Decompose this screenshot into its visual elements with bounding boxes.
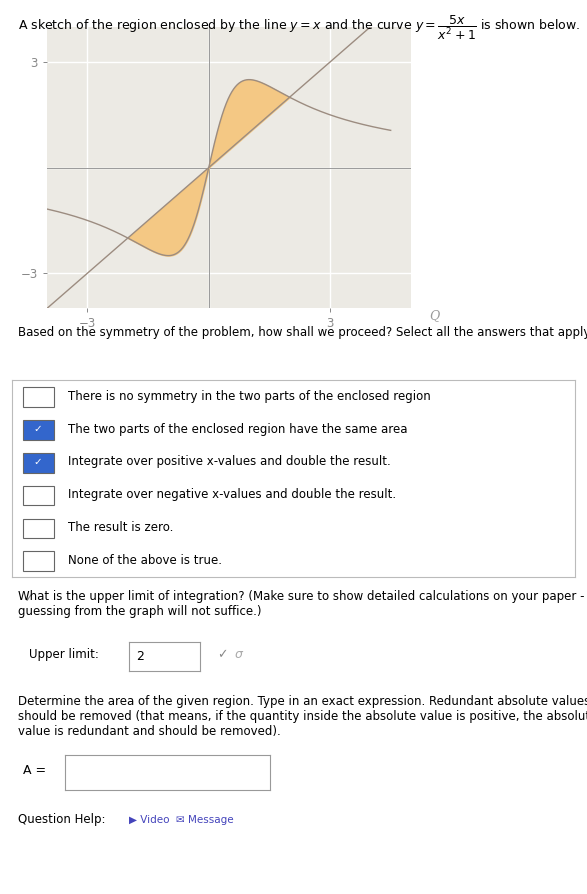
Text: ▶ Video  ✉ Message: ▶ Video ✉ Message <box>129 814 234 825</box>
Text: What is the upper limit of integration? (Make sure to show detailed calculations: What is the upper limit of integration? … <box>18 590 587 618</box>
FancyBboxPatch shape <box>23 387 54 407</box>
Text: Integrate over positive x-values and double the result.: Integrate over positive x-values and dou… <box>68 455 391 468</box>
FancyBboxPatch shape <box>23 485 54 505</box>
Text: ✓: ✓ <box>34 457 43 467</box>
Text: A sketch of the region enclosed by the line $y = x$ and the curve $y = \dfrac{5x: A sketch of the region enclosed by the l… <box>18 13 580 41</box>
Text: The result is zero.: The result is zero. <box>68 521 174 534</box>
Text: None of the above is true.: None of the above is true. <box>68 553 222 567</box>
Text: σ: σ <box>235 648 242 661</box>
FancyBboxPatch shape <box>23 519 54 538</box>
FancyBboxPatch shape <box>23 453 54 473</box>
FancyBboxPatch shape <box>23 552 54 571</box>
Text: Upper limit:: Upper limit: <box>29 648 99 661</box>
Text: Q: Q <box>429 309 440 322</box>
FancyBboxPatch shape <box>23 420 54 440</box>
Text: ✓: ✓ <box>23 593 33 605</box>
Text: Question Help:: Question Help: <box>18 814 105 826</box>
Text: The two parts of the enclosed region have the same area: The two parts of the enclosed region hav… <box>68 423 407 435</box>
Text: ✓: ✓ <box>34 424 43 434</box>
Text: Determine the area of the given region. Type in an exact expression. Redundant a: Determine the area of the given region. … <box>18 695 587 738</box>
Text: There is no symmetry in the two parts of the enclosed region: There is no symmetry in the two parts of… <box>68 390 431 403</box>
Text: ✓: ✓ <box>217 648 228 661</box>
Text: Integrate over negative x-values and double the result.: Integrate over negative x-values and dou… <box>68 488 396 502</box>
Text: Based on the symmetry of the problem, how shall we proceed? Select all the answe: Based on the symmetry of the problem, ho… <box>18 326 587 340</box>
Text: A =: A = <box>23 764 46 777</box>
Text: 2: 2 <box>136 650 144 662</box>
